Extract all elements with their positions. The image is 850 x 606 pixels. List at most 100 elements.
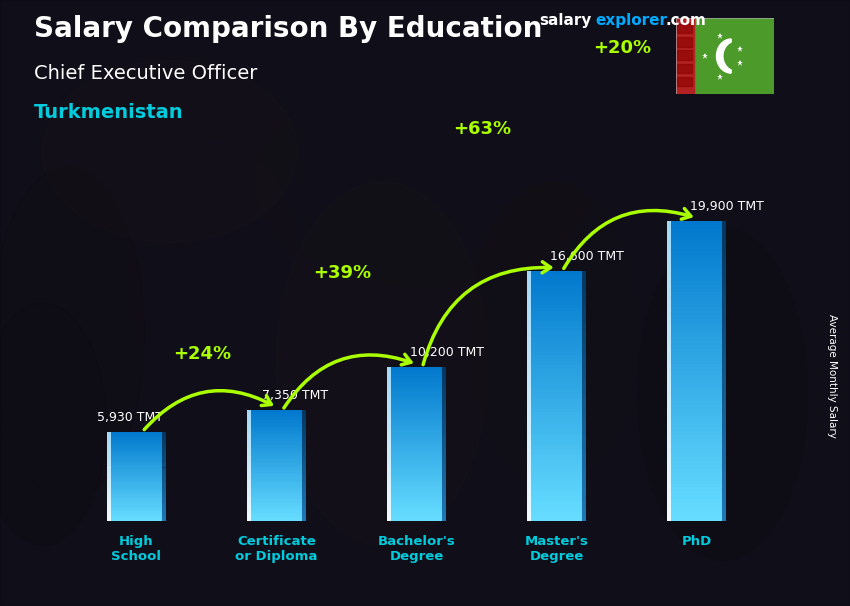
Bar (527, 433, 586, 437)
Bar (667, 518, 726, 521)
Bar (527, 287, 586, 290)
Bar (582, 440, 586, 443)
Bar (387, 415, 446, 418)
Bar (387, 425, 446, 427)
Bar (247, 478, 251, 479)
Bar (582, 362, 586, 365)
Bar (582, 421, 586, 424)
Bar (677, 50, 692, 60)
Bar (527, 321, 586, 324)
Bar (387, 392, 391, 395)
Bar (107, 494, 166, 496)
Bar (722, 288, 726, 292)
Bar (162, 498, 166, 499)
Bar (667, 461, 726, 465)
Bar (667, 232, 671, 236)
Bar (107, 462, 166, 463)
Text: salary: salary (540, 13, 592, 28)
Bar (527, 478, 586, 481)
Bar (247, 439, 306, 441)
Bar (442, 427, 446, 429)
Bar (527, 390, 530, 393)
Bar (107, 513, 110, 514)
Bar (442, 498, 446, 500)
Bar (107, 499, 166, 500)
Bar (387, 379, 446, 381)
Bar (303, 517, 306, 518)
Bar (582, 437, 586, 440)
Bar (667, 473, 726, 476)
Bar (722, 311, 726, 315)
Bar (442, 471, 446, 473)
Bar (667, 405, 726, 408)
Bar (247, 481, 306, 482)
Bar (582, 465, 586, 468)
Bar (582, 368, 586, 371)
Bar (442, 475, 446, 477)
Bar (442, 381, 446, 383)
Bar (387, 377, 446, 379)
Bar (387, 504, 446, 506)
Bar (303, 468, 306, 470)
Bar (527, 387, 530, 390)
Bar (677, 64, 692, 73)
Bar (162, 448, 166, 450)
Bar (303, 433, 306, 434)
Bar (527, 424, 530, 427)
Bar (303, 467, 306, 468)
Bar (387, 519, 446, 521)
Bar (442, 519, 446, 521)
Bar (722, 244, 726, 247)
Bar (387, 504, 391, 506)
Bar (107, 481, 166, 482)
Bar (722, 446, 726, 450)
Bar (527, 274, 530, 277)
Bar (667, 278, 671, 281)
Bar (527, 296, 586, 299)
Bar (527, 437, 530, 440)
Bar (442, 441, 446, 442)
Bar (527, 427, 586, 430)
Bar (387, 452, 391, 454)
Bar (107, 504, 110, 505)
Bar (722, 259, 726, 262)
Bar (667, 439, 726, 442)
Bar (582, 405, 586, 408)
Bar (107, 476, 166, 478)
Bar (722, 431, 726, 435)
Bar (387, 464, 391, 465)
Bar (582, 499, 586, 502)
Bar (387, 367, 446, 369)
Bar (527, 468, 586, 471)
Bar (107, 433, 110, 434)
Bar (722, 251, 726, 255)
Bar (107, 452, 166, 453)
Bar (303, 449, 306, 450)
Bar (582, 343, 586, 346)
Bar (582, 381, 586, 384)
Bar (107, 482, 166, 483)
Bar (303, 463, 306, 464)
Bar (107, 512, 166, 513)
Bar (722, 338, 726, 341)
Bar (162, 438, 166, 439)
Text: 10,200 TMT: 10,200 TMT (410, 347, 484, 359)
Bar (247, 511, 251, 513)
Bar (527, 437, 586, 440)
Bar (527, 502, 530, 505)
Bar (527, 280, 586, 284)
Bar (722, 382, 726, 386)
Bar (247, 444, 306, 445)
Bar (162, 452, 166, 453)
Bar (527, 349, 530, 352)
Bar (722, 398, 726, 401)
Bar (303, 502, 306, 503)
Bar (442, 446, 446, 448)
Bar (387, 487, 446, 488)
Bar (387, 444, 446, 446)
Bar (303, 506, 306, 507)
Bar (107, 490, 166, 491)
Bar (162, 509, 166, 510)
Bar (722, 427, 726, 431)
Bar (582, 484, 586, 487)
